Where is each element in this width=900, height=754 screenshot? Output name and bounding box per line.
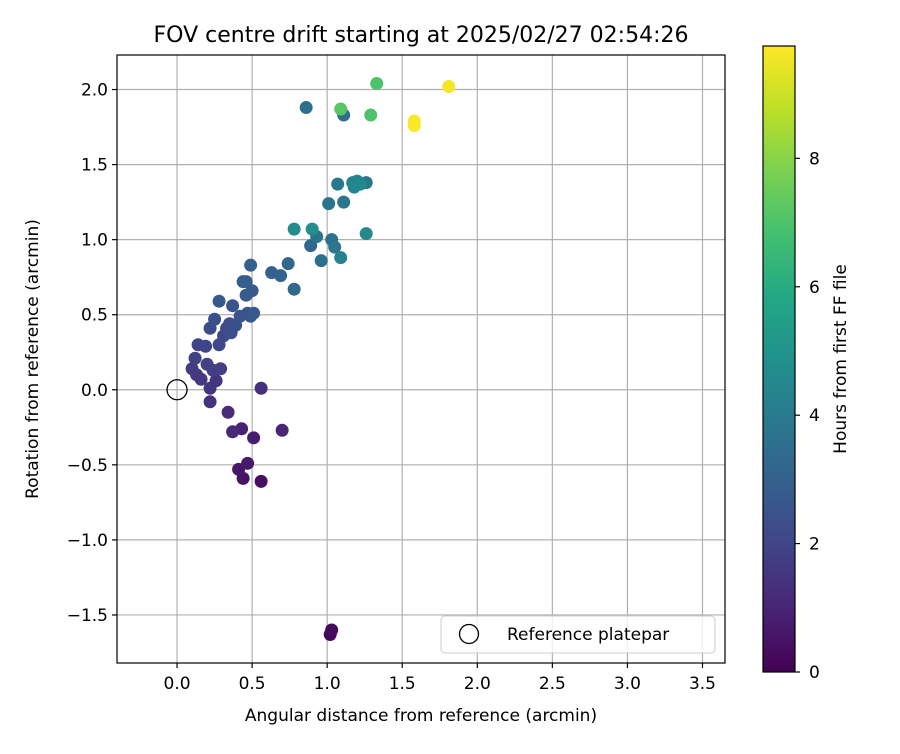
data-point bbox=[226, 425, 240, 439]
plot-frame bbox=[116, 54, 726, 664]
x-tick-label: 3.5 bbox=[689, 674, 716, 694]
colorbar-ticks: 0 2 4 6 8 bbox=[795, 149, 820, 683]
x-tick-label: 3.0 bbox=[614, 674, 641, 694]
x-tick-label: 1.0 bbox=[314, 674, 341, 694]
data-point bbox=[226, 299, 240, 313]
x-axis-ticks: 0.0 0.5 1.0 1.5 2.0 2.5 3.0 3.5 bbox=[164, 663, 716, 694]
y-tick-label: −1.0 bbox=[67, 531, 108, 551]
y-axis-label: Rotation from reference (arcmin) bbox=[23, 219, 43, 499]
y-tick-label: 2.0 bbox=[81, 81, 108, 101]
legend-box bbox=[440, 615, 716, 654]
data-point bbox=[331, 177, 345, 191]
data-point bbox=[287, 222, 301, 236]
colorbar-tick-label: 2 bbox=[809, 535, 820, 555]
data-point bbox=[407, 114, 421, 128]
x-tick-label: 2.0 bbox=[464, 674, 491, 694]
data-point bbox=[200, 357, 214, 371]
x-tick-label: 1.5 bbox=[389, 674, 416, 694]
data-point bbox=[337, 195, 351, 209]
colorbar-tick-label: 6 bbox=[809, 278, 820, 298]
data-point bbox=[188, 351, 202, 365]
reference-point bbox=[166, 379, 188, 401]
data-point bbox=[370, 77, 384, 91]
data-point bbox=[442, 80, 456, 94]
data-point bbox=[322, 197, 336, 211]
data-point bbox=[287, 282, 301, 296]
colorbar-tick-label: 8 bbox=[809, 149, 820, 169]
grid bbox=[117, 55, 725, 663]
x-tick-label: 2.5 bbox=[539, 674, 566, 694]
data-points bbox=[185, 77, 456, 641]
data-point bbox=[364, 108, 378, 122]
data-point bbox=[359, 227, 373, 241]
data-point bbox=[239, 275, 253, 289]
colorbar-gradient bbox=[762, 45, 796, 673]
data-point bbox=[247, 306, 261, 320]
data-point bbox=[254, 474, 268, 488]
data-point bbox=[208, 312, 222, 326]
colorbar-tick-label: 4 bbox=[809, 406, 820, 426]
data-point bbox=[314, 254, 328, 268]
data-point bbox=[353, 177, 367, 191]
y-tick-label: −0.5 bbox=[67, 456, 108, 476]
y-tick-label: 1.0 bbox=[81, 231, 108, 251]
data-point bbox=[328, 240, 342, 254]
chart-title: FOV centre drift starting at 2025/02/27 … bbox=[154, 23, 689, 48]
y-tick-label: 1.5 bbox=[81, 156, 108, 176]
y-tick-label: 0.5 bbox=[81, 306, 108, 326]
reference-marker bbox=[166, 379, 188, 401]
data-point bbox=[305, 222, 319, 236]
data-point bbox=[334, 102, 348, 116]
x-tick-label: 0.0 bbox=[164, 674, 191, 694]
data-point bbox=[275, 423, 289, 437]
legend-marker bbox=[458, 623, 480, 645]
data-point bbox=[247, 431, 261, 445]
colorbar-label: Hours from first FF file bbox=[831, 264, 851, 454]
data-point bbox=[299, 101, 313, 115]
y-tick-label: 0.0 bbox=[81, 381, 108, 401]
colorbar-tick-label: 0 bbox=[809, 663, 820, 683]
data-point bbox=[334, 251, 348, 265]
data-point bbox=[199, 339, 213, 353]
legend: Reference platepar bbox=[440, 615, 716, 654]
legend-entry-label: Reference platepar bbox=[507, 625, 669, 645]
y-axis-ticks: −1.5 −1.0 −0.5 0.0 0.5 1.0 1.5 2.0 bbox=[67, 81, 117, 626]
data-point bbox=[241, 456, 255, 470]
data-point bbox=[254, 381, 268, 395]
colorbar: 0 2 4 6 8 Hours from first FF file bbox=[762, 45, 851, 683]
data-point bbox=[274, 269, 288, 283]
data-point bbox=[281, 257, 295, 271]
data-point bbox=[221, 405, 235, 419]
data-point bbox=[185, 362, 199, 376]
y-tick-label: −1.5 bbox=[67, 606, 108, 626]
x-axis-label: Angular distance from reference (arcmin) bbox=[245, 706, 597, 726]
data-point bbox=[203, 395, 217, 409]
x-tick-label: 0.5 bbox=[239, 674, 266, 694]
data-point bbox=[244, 258, 258, 272]
data-point bbox=[212, 294, 226, 308]
data-point bbox=[209, 374, 223, 388]
data-point bbox=[325, 623, 339, 637]
